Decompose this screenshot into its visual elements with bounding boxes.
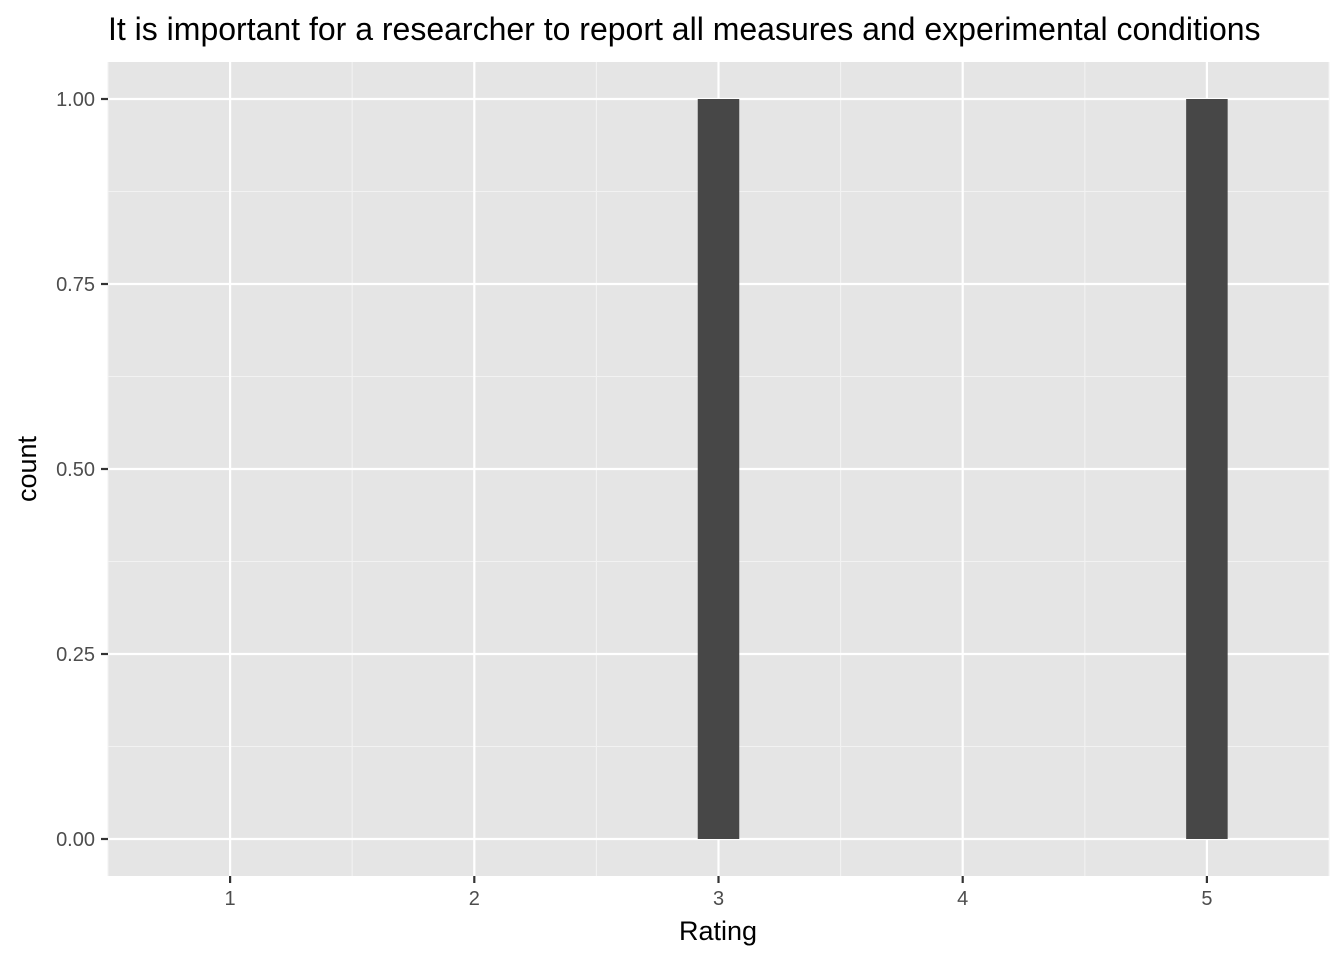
x-axis-title: Rating xyxy=(679,916,757,946)
y-tick-label: 0.25 xyxy=(56,644,95,666)
x-axis: 1 2 3 4 5 xyxy=(225,876,1212,910)
y-axis: 0.00 0.25 0.50 0.75 1.00 xyxy=(56,89,108,851)
x-tick-label: 4 xyxy=(957,888,968,910)
y-tick-label: 0.50 xyxy=(56,459,95,481)
x-tick-label: 5 xyxy=(1201,888,1212,910)
x-tick-label: 2 xyxy=(469,888,480,910)
y-tick-label: 0.00 xyxy=(56,829,95,851)
bars xyxy=(697,99,1228,839)
bar xyxy=(1186,99,1228,839)
y-tick-label: 1.00 xyxy=(56,89,95,111)
chart-title: It is important for a researcher to repo… xyxy=(108,11,1261,47)
x-tick-label: 1 xyxy=(225,888,236,910)
y-axis-title: count xyxy=(12,435,42,502)
bar xyxy=(697,99,740,839)
x-tick-label: 3 xyxy=(713,888,724,910)
y-tick-label: 0.75 xyxy=(56,274,95,296)
